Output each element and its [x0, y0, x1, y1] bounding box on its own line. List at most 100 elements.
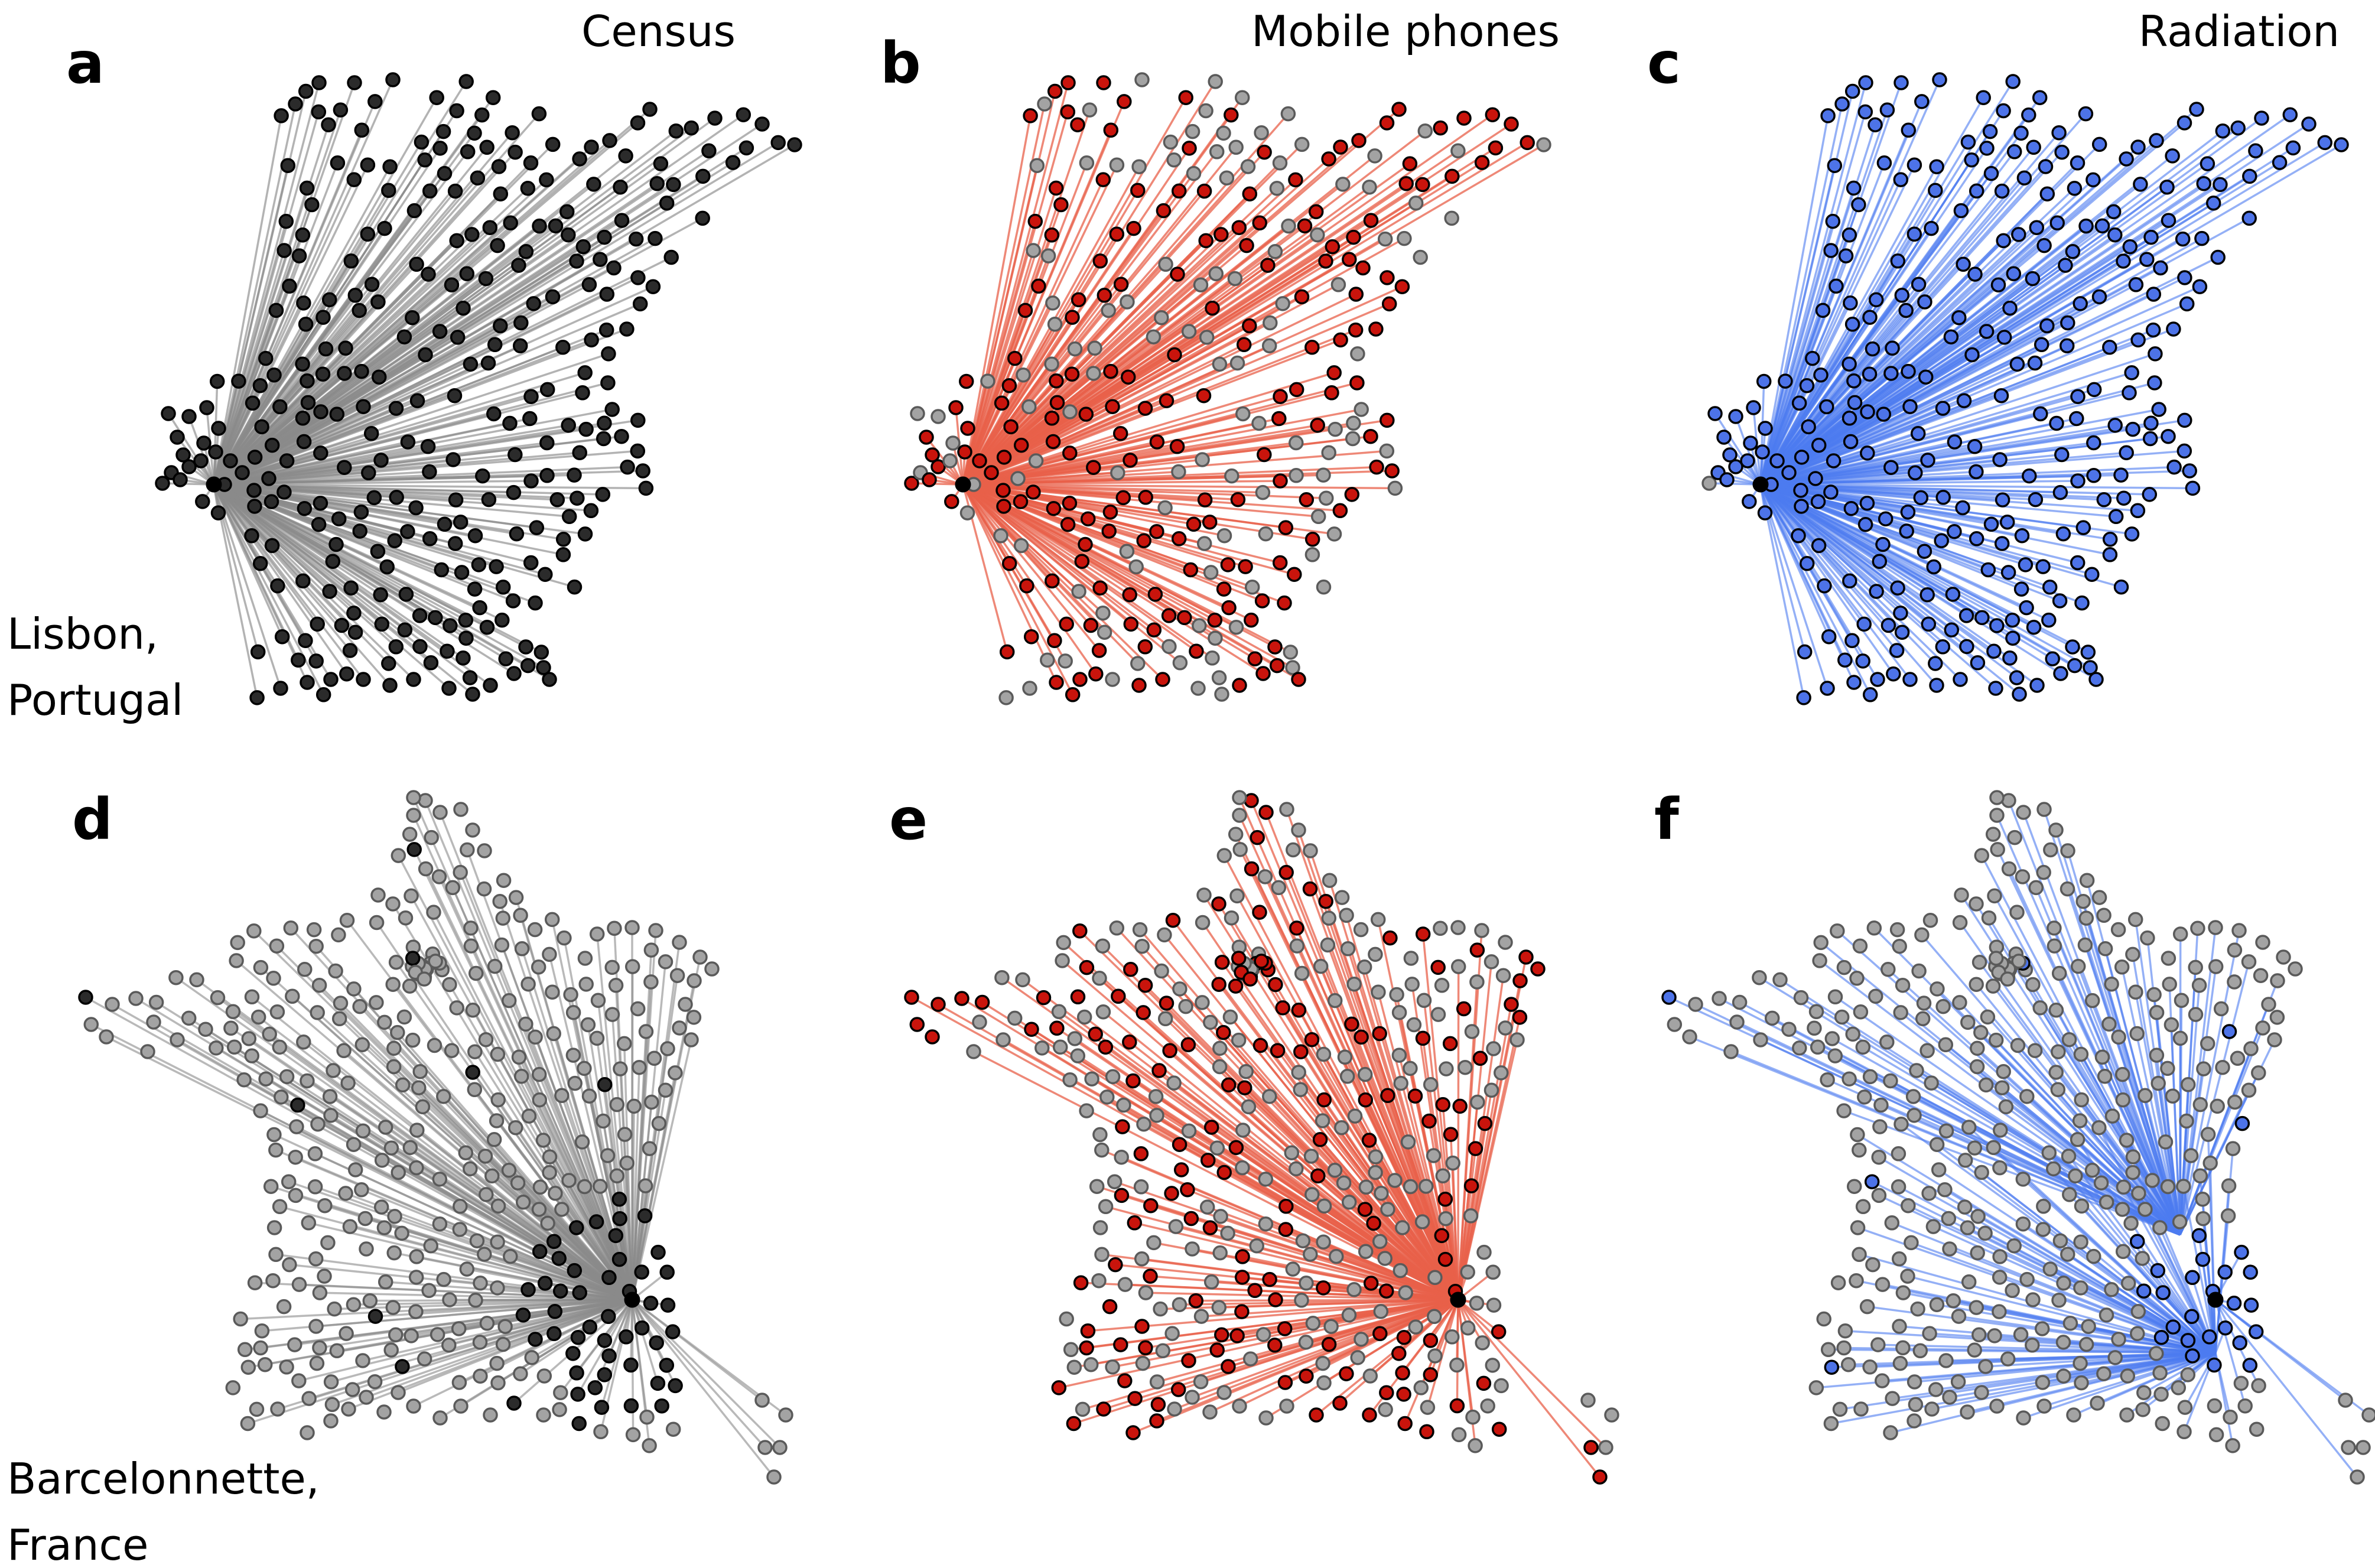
panel-a-active-node-59 [429, 90, 444, 105]
panel-a-active-node-236 [422, 183, 438, 199]
panel-a-active-node-80 [467, 581, 483, 597]
panel-e-active-node-340 [1419, 1424, 1434, 1440]
panel-a-active-node-171 [567, 467, 582, 483]
panel-f-inactive-node-338 [2202, 1155, 2218, 1171]
panel-b-inactive-node-151 [1281, 218, 1296, 234]
panel-d-inactive-node-348 [415, 1099, 431, 1115]
panel-a-active-node-270 [360, 226, 376, 242]
panel-f-edge-192 [1862, 1046, 2181, 1236]
panel-a-active-node-309 [549, 492, 565, 508]
panel-c-active-node-252 [2005, 612, 2021, 628]
panel-e-inactive-node-96 [1469, 1296, 1485, 1311]
panel-d-inactive-node-35 [359, 1390, 374, 1405]
panel-a-active-node-54 [456, 650, 471, 666]
panel-f-inactive-node-75 [2074, 1375, 2089, 1391]
panel-c-active-node-235 [1875, 536, 1891, 552]
panel-f-inactive-node-137 [2096, 907, 2112, 923]
panel-f-inactive-node-23 [2016, 805, 2031, 820]
panel-e-active-node-312 [1372, 1026, 1387, 1042]
panel-b-active-node-60 [1324, 385, 1339, 401]
panel-f-inactive-node-25 [2036, 802, 2052, 817]
panel-b-inactive-node-147 [1079, 155, 1095, 171]
panel-f-inactive-node-260 [2025, 1338, 2040, 1353]
panel-e-inactive-node-144 [1341, 1307, 1357, 1323]
panel-f-edge-12 [2179, 1048, 2252, 1235]
panel-b-active-node-173 [1380, 412, 1395, 428]
panel-c-active-node-87 [2027, 355, 2043, 371]
panel-f-inactive-node-267 [2062, 1316, 2078, 1331]
panel-f-edge-194 [2127, 1352, 2216, 1377]
panel-c-active-node-243 [2200, 156, 2215, 171]
panel-f-inactive-node-44 [2061, 1149, 2077, 1164]
panel-f-inactive-node-172 [1992, 1249, 2008, 1264]
panel-b-active-node-300 [1348, 322, 1364, 338]
panel-e-active-node-0 [904, 990, 919, 1005]
panel-f-active-node-201 [2234, 1115, 2250, 1131]
panel-b-inactive-node-34 [1536, 137, 1551, 152]
panel-a-active-node-305 [387, 533, 402, 548]
panel-d-inactive-node-231 [333, 996, 349, 1011]
panel-a-active-node-146 [630, 115, 646, 131]
panel-e-inactive-node-134 [1464, 1024, 1480, 1039]
panel-b-active-node-100 [1310, 418, 1325, 433]
panel-e-inactive-node-314 [1362, 1368, 1378, 1384]
panel-b-inactive-node-258 [1146, 329, 1162, 344]
panel-d-active-node-253 [537, 1276, 553, 1291]
panel-c-active-node-112 [2166, 321, 2181, 337]
panel-a-active-node-316 [584, 332, 599, 348]
panel-e-nodes [904, 790, 1619, 1485]
panel-f-inactive-node-304 [2078, 910, 2094, 926]
panel-b-active-node-233 [1027, 213, 1043, 229]
panel-b-active-node-140 [1252, 215, 1267, 231]
panel-e-inactive-node-258 [1051, 1004, 1067, 1020]
panel-d-inactive-node-196 [494, 937, 510, 953]
panel-d-inactive-node-316 [542, 1164, 557, 1180]
panel-e-inactive-node-179 [1426, 1148, 1442, 1163]
panel-f-inactive-node-149 [2152, 1220, 2168, 1235]
panel-e-inactive-node-389 [1155, 1343, 1171, 1359]
panel-c-active-node-182 [1886, 666, 1901, 682]
panel-d-active-node-171 [569, 1365, 584, 1381]
panel-a-active-node-161 [370, 544, 386, 559]
panel-f-inactive-node-90 [1895, 977, 1911, 993]
panel-c-active-node-303 [2196, 175, 2211, 191]
panel-a-active-node-107 [467, 528, 483, 544]
panel-a-active-node-42 [299, 180, 315, 196]
panel-f-inactive-node-26 [2048, 822, 2064, 838]
panel-b-active-node-102 [1101, 523, 1117, 539]
panel-d-inactive-node-118 [269, 1004, 285, 1020]
panel-a-active-node-247 [444, 277, 460, 292]
panel-f-inactive-node-206 [2160, 1060, 2175, 1076]
panel-d-inactive-node-276 [548, 1186, 563, 1201]
panel-f-inactive-node-79 [2070, 958, 2086, 974]
panel-e-inactive-node-388 [1334, 1120, 1349, 1136]
panel-f-inactive-node-155 [1930, 981, 1945, 997]
panel-e-edge-202 [1457, 967, 1460, 1300]
panel-d-inactive-node-213 [354, 1037, 370, 1053]
panel-e-active-node-92 [1344, 1016, 1359, 1032]
panel-b-inactive-node-28 [1214, 687, 1229, 702]
panel-d-inactive-node-145 [258, 1071, 274, 1086]
panel-f-inactive-node-17 [2338, 1393, 2353, 1408]
panel-f-active-node-390 [2153, 1329, 2169, 1345]
panel-f-inactive-node-95 [1952, 915, 1968, 931]
panel-b-active-node-223 [1062, 445, 1078, 461]
panel-c-active-node-220 [1862, 366, 1878, 382]
panel-a-active-node-129 [584, 139, 599, 155]
panel-a-active-node-151 [532, 218, 547, 234]
panel-b-inactive-node-54 [1205, 650, 1220, 666]
panel-e-inactive-node-394 [1132, 922, 1148, 938]
panel-b-active-node-295 [1326, 365, 1342, 380]
panel-e-active-node-31 [1096, 1401, 1111, 1417]
panel-c-active-node-234 [1865, 341, 1881, 357]
panel-e-edge-209 [1229, 1016, 1459, 1301]
panel-d-inactive-node-49 [209, 1040, 224, 1056]
panel-b-active-node-306 [1070, 117, 1085, 132]
panel-f-inactive-node-117 [1952, 995, 1967, 1010]
panel-d-inactive-node-61 [246, 923, 262, 939]
panel-e-inactive-node-87 [1393, 1263, 1408, 1279]
panel-e-inactive-node-5 [995, 1032, 1011, 1047]
panel-e-inactive-node-38 [1258, 1410, 1274, 1426]
panel-b-active-node-0 [904, 476, 919, 491]
panel-e-active-node-140 [1415, 1030, 1431, 1046]
